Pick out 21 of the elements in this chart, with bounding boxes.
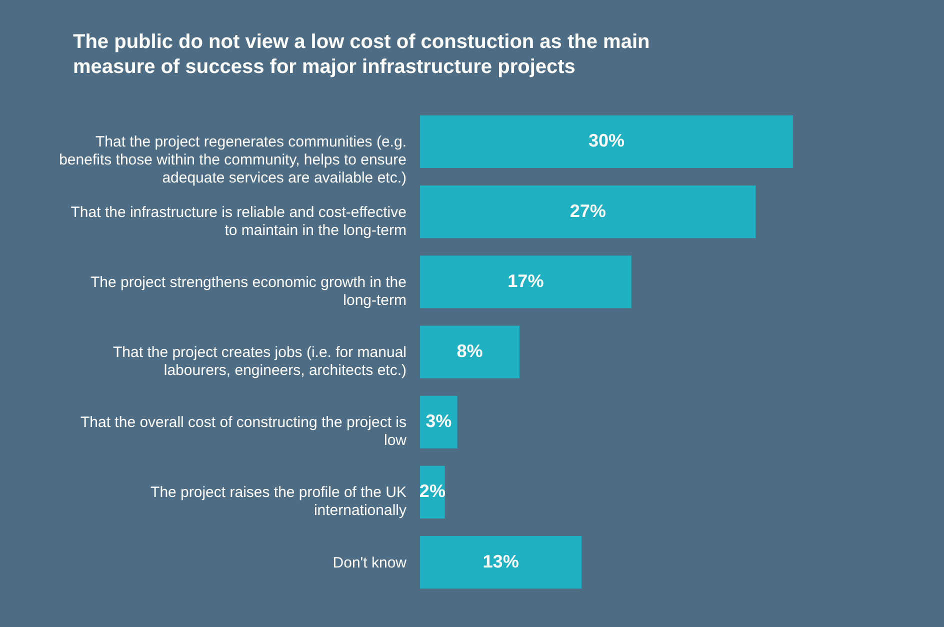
y-tick-label: The project strengthens economic growth in the long-term [90, 274, 406, 309]
data-label: 8% [456, 341, 483, 361]
bar [420, 536, 582, 589]
data-label: 2% [419, 481, 446, 502]
data-label: 27% [570, 200, 606, 221]
data-label: 3% [426, 411, 452, 432]
y-tick-label: The project raises the profile of the UK internationally [150, 484, 407, 520]
y-tick-label: That the infrastructure is reliable and cost-effective to maintain in the long-term [70, 204, 406, 239]
data-label: 13% [482, 551, 519, 572]
data-label: 30% [588, 130, 625, 151]
bar [420, 186, 756, 238]
y-tick-label: That the overall cost of constructing the project is low [80, 414, 407, 450]
y-tick-label: That the project creates jobs (i.e. for manual labourers, engineers, architects etc.) [113, 344, 406, 379]
data-label: 17% [508, 270, 544, 291]
bar [420, 115, 793, 168]
y-tick-label: That the project regenerates communities (e.g. benefits those within the community, helps to ensure adequate services are available etc.) [59, 134, 406, 187]
bar [420, 326, 520, 378]
bar [420, 256, 632, 308]
bar [420, 396, 458, 448]
chart-title: The public do not view a low cost of constuction as the main measure of success for major infrastructure projects [73, 31, 650, 78]
y-tick-label: Don't know [332, 554, 407, 572]
